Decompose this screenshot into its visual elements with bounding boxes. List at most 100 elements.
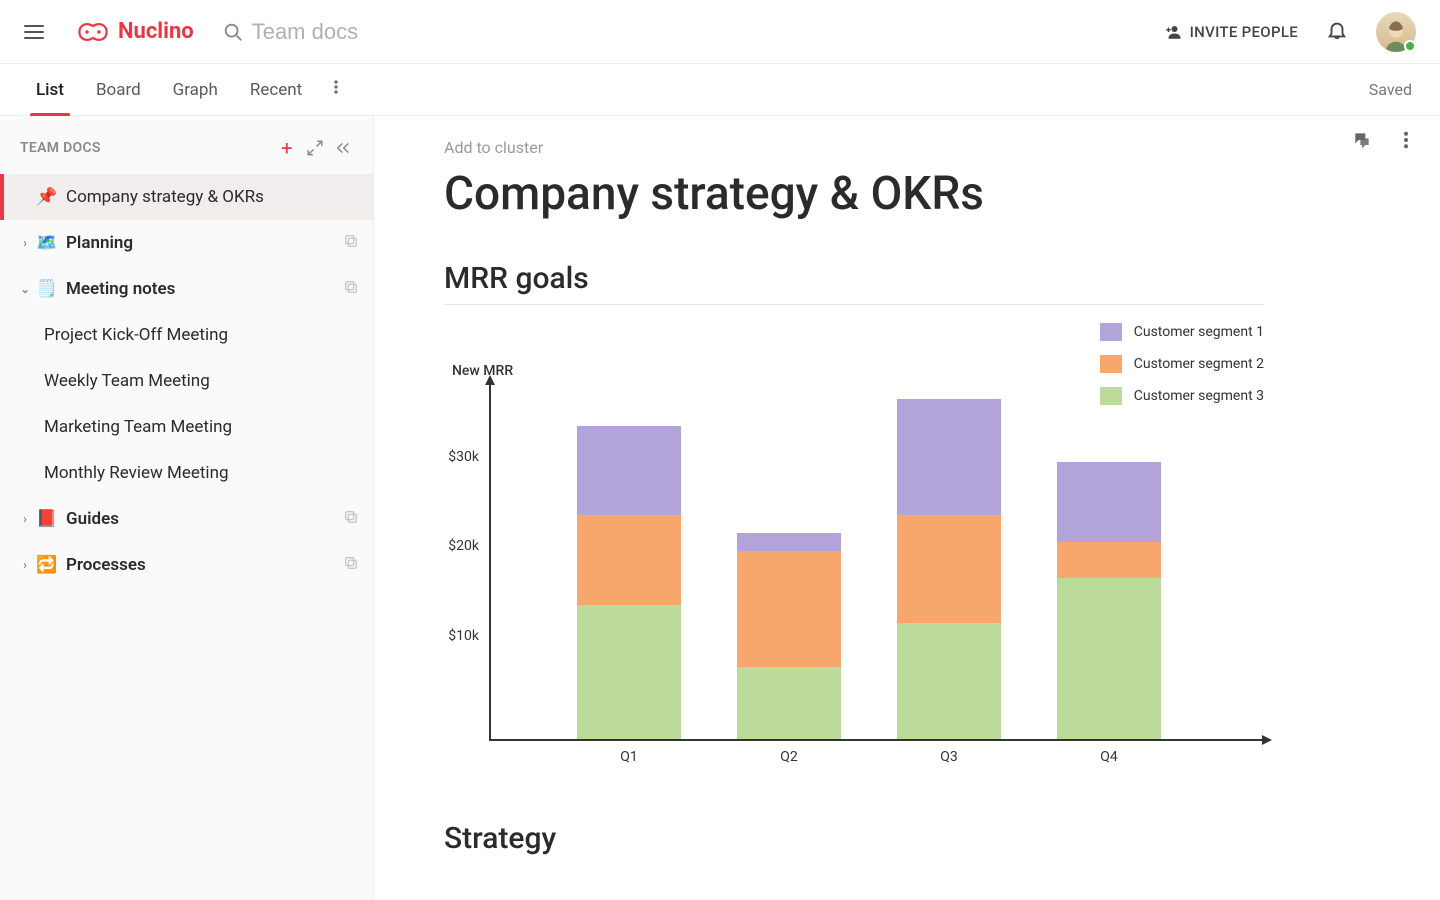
sidebar-child-2-0[interactable]: Project Kick-Off Meeting <box>0 312 373 358</box>
chart-bar-segment <box>1057 462 1161 543</box>
notifications-button[interactable] <box>1326 19 1348 45</box>
chart-x-tick: Q1 <box>620 749 638 765</box>
chart-x-tick: Q3 <box>940 749 958 765</box>
sidebar-item-label: Company strategy & OKRs <box>66 187 359 207</box>
chart-y-label: New MRR <box>452 363 513 379</box>
chart-legend-item: Customer segment 2 <box>1100 355 1264 373</box>
chart-y-axis <box>489 383 491 741</box>
sidebar-child-2-3[interactable]: Monthly Review Meeting <box>0 450 373 496</box>
sidebar-item-label: Weekly Team Meeting <box>44 371 359 391</box>
chart-legend: Customer segment 1 Customer segment 2 Cust… <box>1100 323 1264 405</box>
chevron-icon: ⌄ <box>18 282 32 296</box>
tab-graph[interactable]: Graph <box>157 64 234 116</box>
sidebar-item-label: Meeting notes <box>66 279 343 299</box>
chart-bar-segment <box>737 533 841 551</box>
bell-icon <box>1326 19 1348 41</box>
saved-status: Saved <box>1369 80 1420 99</box>
sidebar-heading: TEAM DOCS <box>20 140 273 156</box>
chevron-icon: › <box>18 512 32 526</box>
add-to-cluster-link[interactable]: Add to cluster <box>444 138 1264 157</box>
chart-bar-q4 <box>1057 462 1161 739</box>
brand-logo-icon <box>76 19 110 45</box>
item-icon: 🗒️ <box>36 279 58 299</box>
tab-recent[interactable]: Recent <box>234 64 318 116</box>
sidebar-child-2-1[interactable]: Weekly Team Meeting <box>0 358 373 404</box>
section-divider <box>444 304 1264 305</box>
sidebar-add-button[interactable]: + <box>273 136 301 160</box>
chart-bar-segment <box>577 426 681 516</box>
sidebar-item-label: Project Kick-Off Meeting <box>44 325 359 345</box>
sidebar-expand-button[interactable] <box>301 139 329 157</box>
tab-list[interactable]: List <box>20 64 80 116</box>
item-icon: 📌 <box>36 187 58 207</box>
chart-bar-segment <box>1057 578 1161 739</box>
chart-bar-q1 <box>577 426 681 739</box>
sidebar-item-label: Guides <box>66 509 343 529</box>
sidebar-item-label: Processes <box>66 555 343 575</box>
search-input[interactable] <box>252 19 512 45</box>
vertical-dots-icon <box>328 79 344 95</box>
sidebar-item-3[interactable]: › 📕 Guides <box>0 496 373 542</box>
brand-name: Nuclino <box>118 19 194 44</box>
comments-button[interactable] <box>1352 130 1372 150</box>
chart-bar-segment <box>897 515 1001 622</box>
chart-x-tick: Q2 <box>780 749 798 765</box>
chart-x-axis <box>489 739 1264 741</box>
chart-bar-segment <box>1057 542 1161 578</box>
sidebar-item-2[interactable]: ⌄ 🗒️ Meeting notes <box>0 266 373 312</box>
chart-bar-q2 <box>737 533 841 739</box>
page-title[interactable]: Company strategy & OKRs <box>444 167 1264 221</box>
copy-icon[interactable] <box>343 279 359 300</box>
copy-icon[interactable] <box>343 233 359 254</box>
item-icon: 🔁 <box>36 555 58 575</box>
sidebar: TEAM DOCS + 📌 Company strategy & OKRs › 🗺️ P… <box>0 116 374 900</box>
invite-people-button[interactable]: INVITE PEOPLE <box>1164 23 1298 41</box>
chart-bar-segment <box>577 605 681 739</box>
chart-y-tick: $20k <box>444 538 489 554</box>
legend-label: Customer segment 1 <box>1134 324 1264 340</box>
item-icon: 🗺️ <box>36 233 58 253</box>
user-avatar[interactable] <box>1376 12 1416 52</box>
strategy-section-heading: Strategy <box>444 821 1264 856</box>
legend-swatch <box>1100 323 1122 341</box>
chart-bar-segment <box>737 551 841 667</box>
doc-more-button[interactable] <box>1396 130 1416 150</box>
legend-label: Customer segment 2 <box>1134 356 1264 372</box>
sidebar-child-2-2[interactable]: Marketing Team Meeting <box>0 404 373 450</box>
sidebar-item-4[interactable]: › 🔁 Processes <box>0 542 373 588</box>
search-icon <box>222 21 244 43</box>
copy-icon[interactable] <box>343 555 359 576</box>
chart-legend-item: Customer segment 3 <box>1100 387 1264 405</box>
sidebar-collapse-button[interactable] <box>329 139 357 157</box>
chart-x-tick: Q4 <box>1100 749 1118 765</box>
chart-legend-item: Customer segment 1 <box>1100 323 1264 341</box>
chevron-icon: › <box>18 236 32 250</box>
chart-y-tick: $10k <box>444 628 489 644</box>
brand-logo[interactable]: Nuclino <box>76 19 194 45</box>
tabs-more-button[interactable] <box>318 79 354 100</box>
chart-bar-q3 <box>897 399 1001 739</box>
invite-icon <box>1164 23 1182 41</box>
chart-bar-segment <box>737 667 841 739</box>
legend-swatch <box>1100 355 1122 373</box>
tab-board[interactable]: Board <box>80 64 157 116</box>
sidebar-item-label: Marketing Team Meeting <box>44 417 359 437</box>
mrr-chart: New MRR Customer segment 1Customer segme… <box>444 323 1264 783</box>
legend-swatch <box>1100 387 1122 405</box>
chart-y-tick: $30k <box>444 449 489 465</box>
mrr-section-heading: MRR goals <box>444 261 1264 296</box>
collapse-left-icon <box>334 139 352 157</box>
sidebar-item-1[interactable]: › 🗺️ Planning <box>0 220 373 266</box>
chart-bar-segment <box>897 623 1001 739</box>
sidebar-item-label: Planning <box>66 233 343 253</box>
copy-icon[interactable] <box>343 509 359 530</box>
sidebar-item-label: Monthly Review Meeting <box>44 463 359 483</box>
chevron-icon: › <box>18 558 32 572</box>
chart-bar-segment <box>577 515 681 605</box>
chart-bar-segment <box>897 399 1001 515</box>
menu-button[interactable] <box>24 20 48 44</box>
sidebar-item-0[interactable]: 📌 Company strategy & OKRs <box>0 174 373 220</box>
presence-indicator <box>1404 40 1416 52</box>
legend-label: Customer segment 3 <box>1134 388 1264 404</box>
item-icon: 📕 <box>36 509 58 529</box>
